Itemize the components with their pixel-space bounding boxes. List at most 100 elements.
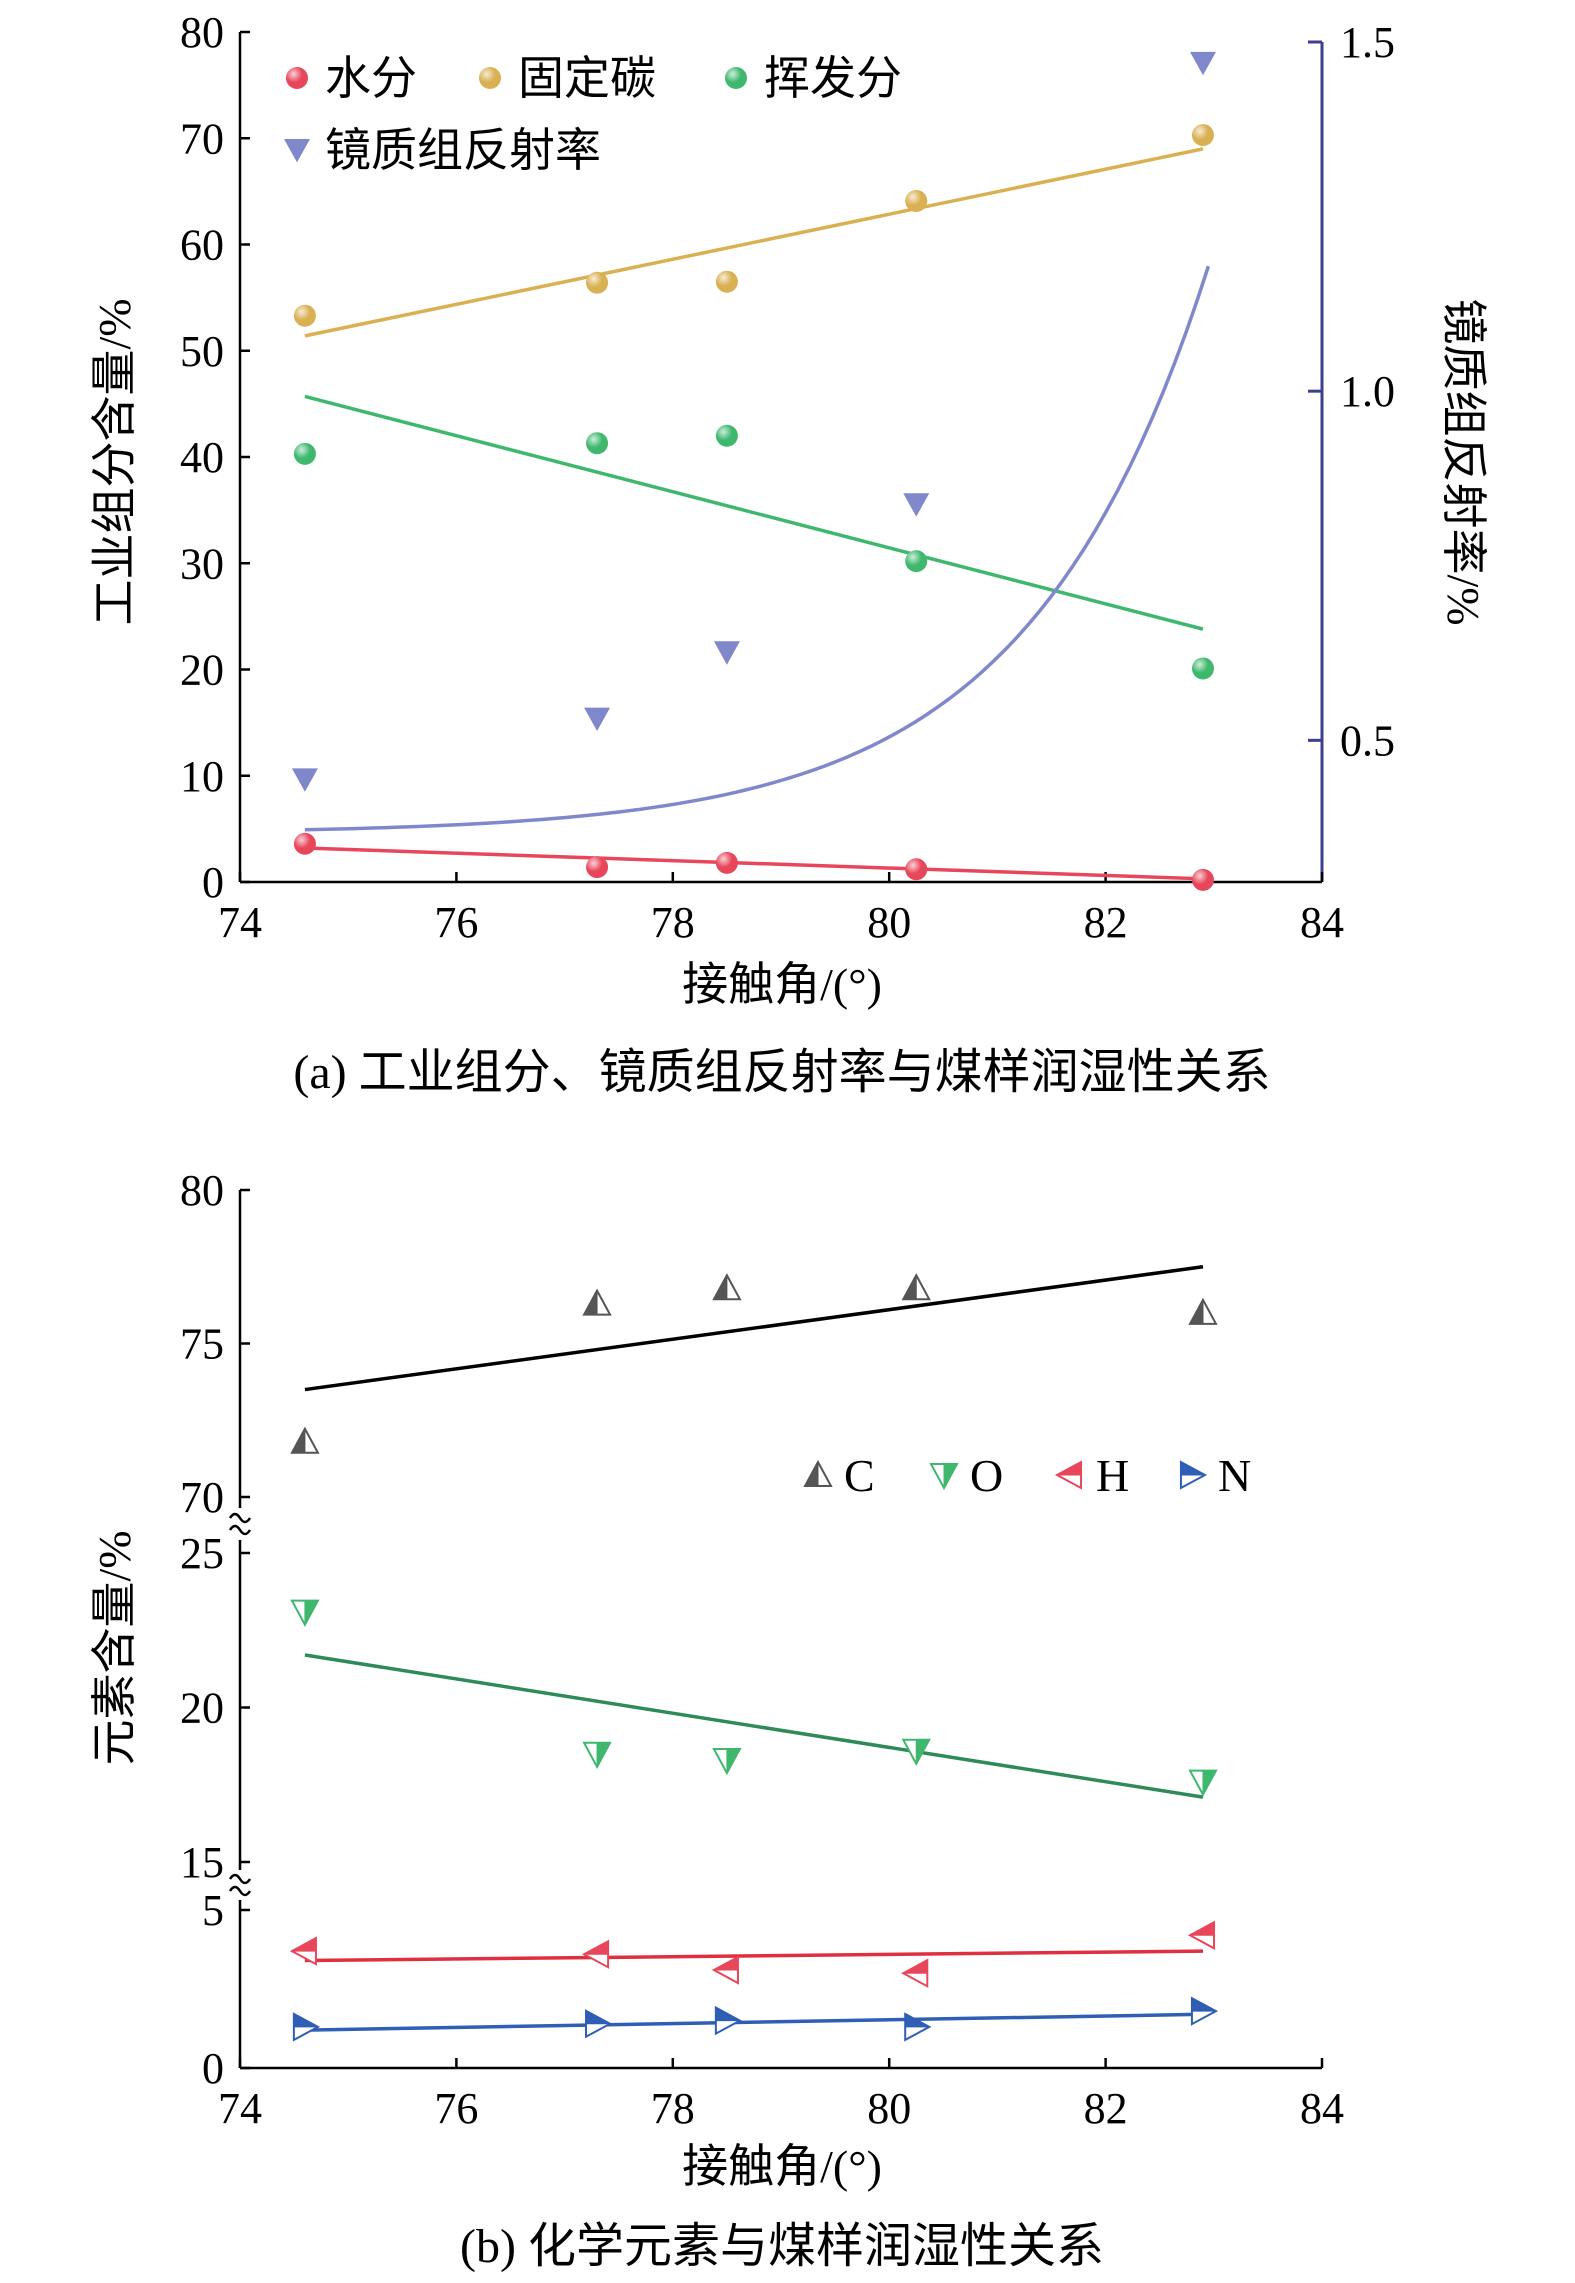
chart-a-points <box>292 52 1216 891</box>
a-y-tick-label: 20 <box>180 646 224 695</box>
a-legend-marker-固定碳 <box>479 67 501 89</box>
a-x-tick-label: 74 <box>218 898 262 947</box>
b-legend-marker-C <box>805 1462 831 1486</box>
a-x-tick-label: 82 <box>1084 898 1128 947</box>
a-x-tick-label: 80 <box>867 898 911 947</box>
b-axis-break-mark <box>230 1526 250 1534</box>
b-axis-break-mark <box>230 1875 250 1883</box>
b-legend-label: O <box>970 1450 1003 1501</box>
chart-b-caption: (b) 化学元素与煤样润湿性关系 <box>460 2220 1104 2273</box>
b-x-tick-label: 74 <box>218 2084 262 2133</box>
a-point-固定碳 <box>586 272 608 294</box>
a-y-tick-label: 0 <box>202 858 224 907</box>
a-y-tick-label: 40 <box>180 433 224 482</box>
b-point-C <box>584 1291 610 1315</box>
a-legend-label: 固定碳 <box>518 53 656 104</box>
b-point-C <box>714 1275 740 1299</box>
b-x-tick-label: 80 <box>867 2084 911 2133</box>
a-x-tick-label: 84 <box>1300 898 1344 947</box>
chart-a-fit-lines <box>305 149 1209 879</box>
b-point-H <box>714 1957 738 1983</box>
a-point-水分 <box>586 856 608 878</box>
a-legend-marker-镜质组反射率 <box>284 139 310 162</box>
a-y2-tick-label: 0.5 <box>1340 716 1395 765</box>
b-y-tick-label: 25 <box>180 1529 224 1578</box>
b-fit-line-O <box>305 1655 1203 1797</box>
b-point-C <box>903 1275 929 1299</box>
b-fit-line-C <box>305 1267 1203 1390</box>
b-x-tick-label: 76 <box>434 2084 478 2133</box>
chart-b-points <box>292 1275 1216 2040</box>
chart-b-y-axis-label: 元素含量/% <box>89 1530 140 1765</box>
b-y-tick-label: 0 <box>202 2044 224 2093</box>
a-y-tick-label: 10 <box>180 752 224 801</box>
a-fit-line-固定碳 <box>305 149 1203 336</box>
b-y-tick-label: 15 <box>180 1838 224 1887</box>
chart-a-x-axis-label: 接触角/(°) <box>682 959 882 1010</box>
a-x-tick-label: 78 <box>651 898 695 947</box>
a-legend-label: 挥发分 <box>764 53 902 104</box>
a-legend-label: 镜质组反射率 <box>325 125 601 176</box>
chart-b-x-axis-label: 接触角/(°) <box>682 2141 882 2192</box>
b-point-N <box>716 2008 740 2034</box>
a-legend-label: 水分 <box>325 53 417 104</box>
a-y-tick-label: 70 <box>180 114 224 163</box>
chart-a-y2-axis-label: 镜质组反射率/% <box>1438 298 1489 625</box>
a-point-水分 <box>1192 869 1214 891</box>
a-legend-marker-挥发分 <box>725 67 747 89</box>
chart-b-ticks: 74 76 78 80 82 84 0 515 20 25 70 75 80 <box>180 1166 1344 2133</box>
a-legend-marker-水分 <box>286 67 308 89</box>
b-fit-line-N <box>305 2014 1203 2030</box>
b-point-O <box>584 1743 610 1767</box>
b-point-O <box>714 1749 740 1773</box>
a-point-挥发分 <box>586 432 608 454</box>
a-point-镜质组反射率 <box>292 768 318 791</box>
b-x-tick-label: 82 <box>1084 2084 1128 2133</box>
a-point-镜质组反射率 <box>584 708 610 731</box>
a-y-tick-label: 80 <box>180 8 224 57</box>
chart-a-caption: (a) 工业组分、镜质组反射率与煤样润湿性关系 <box>293 1046 1270 1099</box>
b-y-tick-label: 75 <box>180 1320 224 1369</box>
a-point-挥发分 <box>1192 657 1214 679</box>
b-point-O <box>1190 1771 1216 1795</box>
b-point-C <box>292 1429 318 1453</box>
a-point-镜质组反射率 <box>714 641 740 664</box>
b-x-tick-label: 78 <box>651 2084 695 2133</box>
b-point-H <box>1190 1922 1214 1948</box>
a-fit-curve-镜质组反射率 <box>305 266 1209 830</box>
a-point-固定碳 <box>716 271 738 293</box>
b-axis-break-mark <box>230 1887 250 1895</box>
chart-a: 74 76 78 80 82 84 0 10 20 30 40 50 60 70 80 0.5 1.0 1.5 水… <box>89 8 1489 1099</box>
chart-a-y-axis-label: 工业组分含量/% <box>89 298 140 625</box>
chart-b-fit-lines <box>305 1267 1203 2030</box>
a-point-水分 <box>716 852 738 874</box>
chart-b-axes <box>230 1190 1322 2068</box>
b-point-N <box>294 2014 318 2040</box>
b-legend-marker-O <box>931 1464 957 1488</box>
b-fit-line-H <box>305 1951 1203 1960</box>
a-point-固定碳 <box>905 190 927 212</box>
b-y-tick-label: 20 <box>180 1684 224 1733</box>
b-point-H <box>292 1938 316 1964</box>
b-point-N <box>586 2011 610 2037</box>
a-y-tick-label: 50 <box>180 327 224 376</box>
b-legend-label: H <box>1096 1450 1129 1501</box>
a-point-镜质组反射率 <box>1190 52 1216 75</box>
a-point-挥发分 <box>716 425 738 447</box>
b-legend-label: N <box>1218 1450 1251 1501</box>
b-axis-break-mark <box>230 1514 250 1522</box>
b-x-tick-label: 84 <box>1300 2084 1344 2133</box>
a-point-镜质组反射率 <box>903 493 929 516</box>
a-point-挥发分 <box>905 550 927 572</box>
a-point-固定碳 <box>294 305 316 327</box>
b-point-C <box>1190 1300 1216 1324</box>
a-y-tick-label: 30 <box>180 539 224 588</box>
a-point-固定碳 <box>1192 124 1214 146</box>
b-y-tick-label: 5 <box>202 1886 224 1935</box>
a-fit-line-挥发分 <box>305 396 1203 629</box>
b-point-N <box>1192 1998 1216 2024</box>
